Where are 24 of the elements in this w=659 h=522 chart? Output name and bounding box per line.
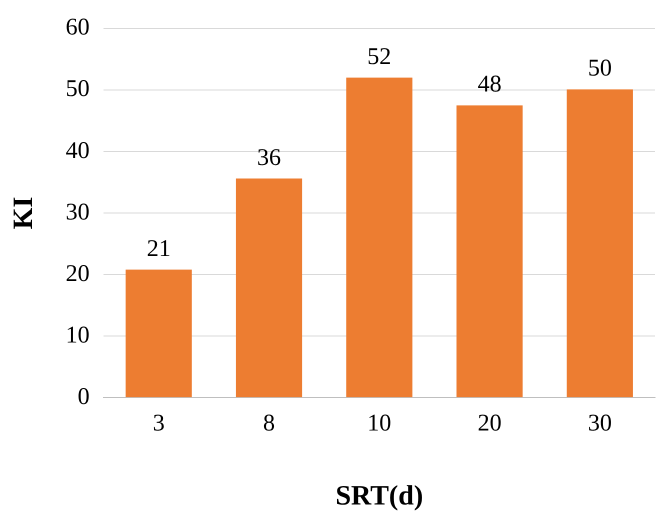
y-tick-label: 20 <box>66 260 90 287</box>
y-tick-label: 10 <box>66 322 90 348</box>
y-tick-label: 30 <box>66 199 90 226</box>
y-tick-label: 50 <box>66 76 90 102</box>
x-tick-label: 8 <box>263 410 276 436</box>
data-label: 36 <box>257 144 282 171</box>
data-label: 50 <box>588 56 612 82</box>
y-tick-label: 60 <box>66 14 90 41</box>
x-axis-title: SRT(d) <box>335 480 424 512</box>
bar <box>346 78 412 398</box>
x-tick-label: 30 <box>588 410 612 436</box>
bar <box>236 178 302 398</box>
data-label: 21 <box>146 236 171 262</box>
y-tick-label: 0 <box>78 384 90 410</box>
bar <box>456 105 523 398</box>
bar <box>566 89 633 398</box>
data-label: 48 <box>478 72 502 98</box>
y-axis-title: KI <box>8 196 40 230</box>
x-tick-label: 3 <box>152 410 165 436</box>
y-tick-label: 40 <box>66 138 90 164</box>
x-tick-label: 20 <box>478 410 502 436</box>
x-tick-label: 10 <box>367 410 392 436</box>
bar <box>126 270 192 398</box>
data-label: 52 <box>367 44 392 70</box>
